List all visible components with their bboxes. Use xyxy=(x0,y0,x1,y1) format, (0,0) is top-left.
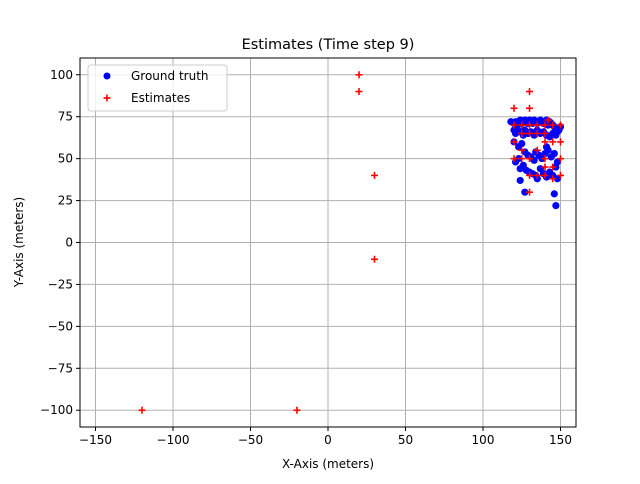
estimate-point xyxy=(510,121,518,129)
x-tick-label: 0 xyxy=(324,433,332,447)
estimate-point xyxy=(549,163,557,171)
estimate-point xyxy=(541,138,549,146)
x-tick-label: −100 xyxy=(157,433,190,447)
estimate-point xyxy=(541,171,549,179)
estimate-point xyxy=(544,116,552,124)
legend: Ground truth Estimates xyxy=(87,64,228,112)
ground-truth-point xyxy=(518,139,526,148)
estimate-point xyxy=(518,146,526,154)
estimate-point xyxy=(549,121,557,129)
estimate-point xyxy=(371,171,378,179)
x-tick-label: −50 xyxy=(238,433,263,447)
estimate-point xyxy=(510,155,518,163)
x-tick-label: 150 xyxy=(549,433,572,447)
y-tick-label: 25 xyxy=(58,194,73,208)
legend-box xyxy=(87,64,228,112)
estimate-point xyxy=(526,188,533,196)
estimate-point xyxy=(526,121,533,129)
estimate-point xyxy=(557,171,564,179)
estimate-point xyxy=(541,163,549,171)
estimate-point xyxy=(533,129,541,137)
ground-truth-point xyxy=(552,202,560,210)
estimate-point xyxy=(371,255,378,263)
x-axis-label: X-Axis (meters) xyxy=(282,457,374,471)
legend-ground-truth-label: Ground truth xyxy=(131,69,209,83)
x-tick-label: 50 xyxy=(398,433,413,447)
estimate-point xyxy=(355,71,363,79)
estimate-point xyxy=(533,146,541,154)
ground-truth-point xyxy=(544,146,552,154)
ground-truth-point xyxy=(550,150,558,158)
y-tick-label: 50 xyxy=(58,152,73,166)
y-tick-label: −50 xyxy=(48,319,73,333)
y-axis-label: Y-Axis (meters) xyxy=(12,197,26,288)
estimate-point xyxy=(518,121,526,129)
legend-estimates-label: Estimates xyxy=(131,91,190,105)
ground-truth-point xyxy=(521,188,529,196)
estimate-point xyxy=(526,129,533,137)
estimate-point xyxy=(518,129,526,137)
estimate-point xyxy=(526,171,533,179)
estimate-point xyxy=(533,171,541,179)
y-tick-label: 75 xyxy=(58,110,73,124)
estimate-point xyxy=(510,104,518,112)
estimate-point xyxy=(293,406,301,414)
ticks: −150 −100 −50 0 50 100 150 −100 −75 −50 −25 0 25 50 75… xyxy=(40,68,572,447)
ground-truth-point xyxy=(552,131,560,139)
y-tick-label: −75 xyxy=(48,361,73,375)
estimate-point xyxy=(510,138,518,146)
estimate-point xyxy=(541,121,549,129)
y-tick-label: 100 xyxy=(50,68,73,82)
grid xyxy=(80,58,576,427)
ground-truth-point xyxy=(550,190,558,198)
y-tick-label: −25 xyxy=(48,277,73,291)
ground-truth-point xyxy=(516,176,524,185)
y-tick-label: 0 xyxy=(65,236,73,250)
x-tick-label: 100 xyxy=(472,433,495,447)
estimate-point xyxy=(533,121,541,129)
estimate-point xyxy=(557,121,564,129)
legend-estimates-marker xyxy=(103,94,111,102)
ground-truth-point xyxy=(553,175,562,183)
estimate-point xyxy=(541,129,549,137)
estimate-point xyxy=(526,104,533,112)
estimate-point xyxy=(518,155,526,163)
y-tick-label: −100 xyxy=(40,403,73,417)
estimate-point xyxy=(355,88,363,96)
estimate-point xyxy=(557,138,564,146)
estimate-point xyxy=(138,406,146,414)
estimate-point xyxy=(526,88,533,96)
chart-title: Estimates (Time step 9) xyxy=(242,37,415,53)
estimate-point xyxy=(526,155,533,163)
data-layer xyxy=(138,71,565,414)
estimate-point xyxy=(541,155,549,163)
x-tick-label: −150 xyxy=(79,433,112,447)
estimate-point xyxy=(557,155,564,163)
legend-ground-truth-marker xyxy=(103,72,111,80)
estimate-point xyxy=(549,175,557,183)
estimate-point xyxy=(549,138,557,146)
